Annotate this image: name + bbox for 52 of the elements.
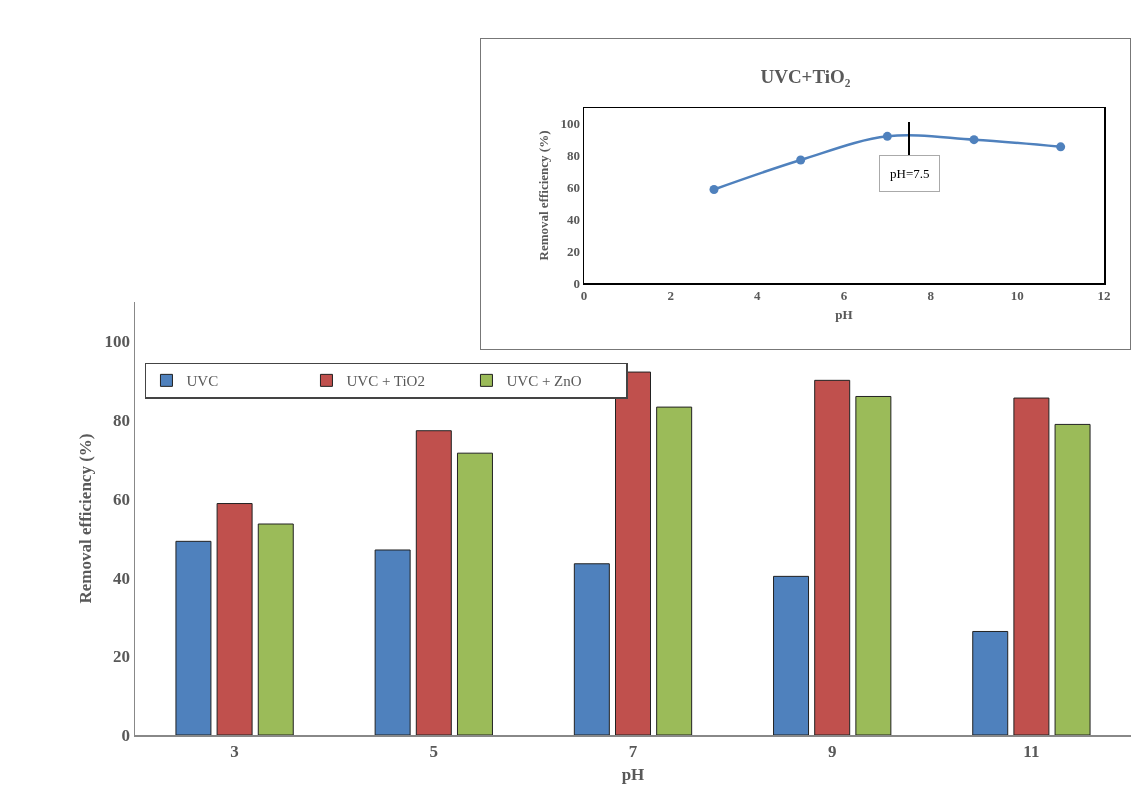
bar: [615, 371, 651, 735]
x-tick-label: 5: [429, 741, 439, 761]
chart-title: UVC+TiO₂: [760, 66, 851, 88]
bar: [573, 563, 610, 735]
y-tick-label: 100: [560, 116, 580, 132]
y-tick-label: 0: [121, 725, 131, 745]
legend-label: UVC + TiO2: [346, 373, 425, 390]
bar: [175, 540, 212, 735]
x-axis-title: pH: [835, 307, 853, 323]
x-tick-label: 9: [827, 741, 837, 761]
bar: [1013, 397, 1050, 735]
bar: [814, 379, 851, 735]
x-tick-label: 4: [754, 288, 762, 304]
x-tick-label: 6: [840, 288, 848, 304]
point: [882, 131, 892, 141]
point: [969, 135, 979, 145]
x-tick-label: 2: [667, 288, 674, 304]
y-tick-label: 80: [566, 148, 580, 164]
bar: [257, 523, 294, 735]
y-tick-label: 20: [113, 647, 131, 667]
y-tick-label: 40: [113, 568, 131, 588]
x-tick-label: 3: [230, 741, 239, 761]
x-tick-label: 8: [927, 288, 935, 304]
point: [1056, 142, 1066, 152]
bar: [773, 575, 810, 735]
x-tick-label: 7: [628, 741, 638, 761]
y-axis-title: Removal efficiency (%): [535, 130, 551, 261]
ref-line-label: pH=7.5: [890, 166, 930, 181]
bar: [374, 549, 411, 735]
y-tick-label: 80: [113, 411, 131, 431]
bar: [972, 630, 1009, 735]
x-tick-label: 11: [1023, 741, 1040, 761]
y-tick-label: 60: [566, 180, 580, 196]
point: [796, 155, 806, 165]
y-tick-label: 20: [566, 243, 580, 259]
bar: [855, 395, 892, 735]
bar: [216, 503, 253, 735]
y-tick-label: 100: [104, 332, 131, 352]
point: [709, 184, 719, 194]
legend-label: UVC: [186, 373, 219, 390]
y-axis-title: Removal efficiency (%): [75, 433, 95, 604]
x-tick-label: 10: [1010, 288, 1024, 304]
y-tick-label: 0: [573, 275, 580, 291]
legend-label: UVC + ZnO: [506, 373, 582, 390]
y-tick-label: 40: [566, 211, 580, 227]
x-tick-label: 12: [1097, 288, 1111, 304]
bar: [656, 406, 693, 735]
bar: [415, 430, 452, 735]
x-axis-title: pH: [621, 765, 645, 785]
bar: [456, 452, 493, 735]
bar: [1054, 423, 1091, 735]
y-tick-label: 60: [113, 489, 131, 509]
